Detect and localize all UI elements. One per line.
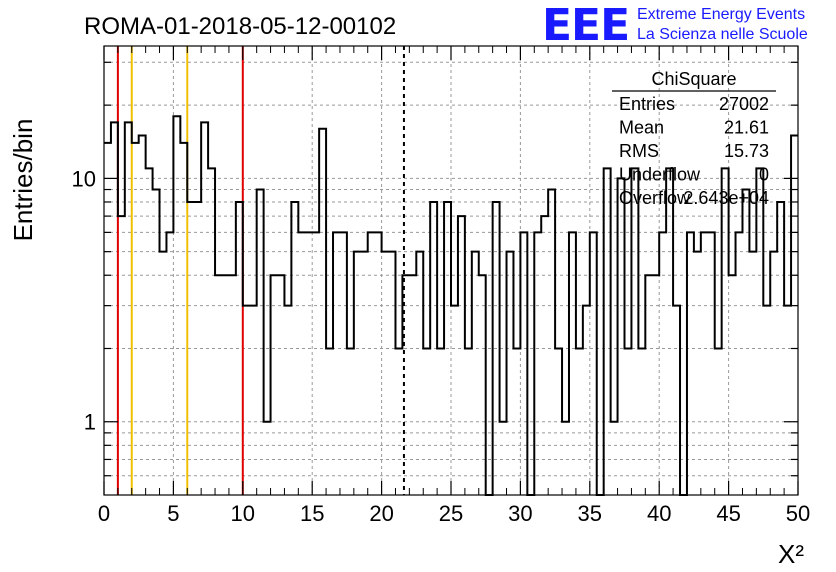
stats-row-label: RMS [619,141,659,161]
x-tick-label: 0 [98,501,110,526]
y-axis-title: Entries/bin [8,119,38,242]
stats-row-label: Overflow [619,188,691,208]
run-title: ROMA-01-2018-05-12-00102 [84,13,396,40]
x-tick-label: 10 [231,501,255,526]
stats-row-value: 27002 [719,94,769,114]
y-tick-labels: 1 10 [72,166,96,434]
y-tick-label: 10 [72,166,96,191]
x-tick-label: 5 [167,501,179,526]
x-tick-label: 20 [369,501,393,526]
marker-lines [116,46,405,495]
histogram-step-line [104,115,798,496]
stats-box-title: ChiSquare [651,69,736,89]
eee-logo: EEE Extreme Energy Events La Scienza nel… [542,0,808,51]
stats-row-value: 21.61 [724,118,769,138]
stats-box-rows: Entries 27002 Mean 21.61 RMS 15.73 Underflow 0 O… [619,94,769,208]
stats-row-label: Underflow [619,165,701,185]
x-tick-labels: 0 5 10 15 20 25 30 35 40 45 50 [98,501,810,526]
eee-logo-line2: La Scienza nelle Scuole [637,26,808,43]
eee-logo-line1: Extreme Energy Events [637,6,805,23]
x-tick-label: 40 [647,501,671,526]
x-tick-label: 30 [508,501,532,526]
y-tick-label: 1 [84,410,96,435]
x-tick-label: 15 [300,501,324,526]
stats-row-value: 15.73 [724,141,769,161]
axis-ticks [103,46,799,495]
stats-row-value: 0 [759,165,769,185]
stats-row-value: 2.643e+04 [683,188,769,208]
eee-logo-mark: EEE [542,0,629,51]
stats-row-label: Entries [619,94,675,114]
x-tick-label: 25 [439,501,463,526]
x-tick-label: 35 [578,501,602,526]
x-tick-label: 50 [786,501,810,526]
stats-box: ChiSquare Entries 27002 Mean 21.61 RMS 15.73 U… [612,69,776,208]
x-tick-label: 45 [716,501,740,526]
x-axis-title: X² [778,539,804,569]
stats-row-label: Mean [619,118,664,138]
